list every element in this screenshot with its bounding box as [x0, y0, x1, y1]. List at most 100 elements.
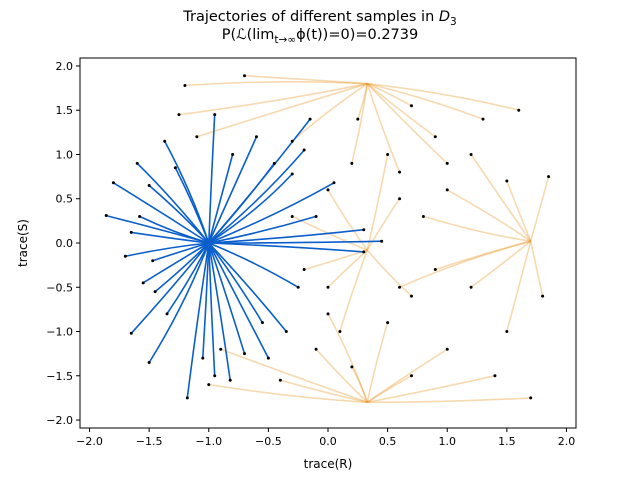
title-formula-value: 0.2739 [367, 27, 419, 43]
trajectory-start-point [213, 374, 217, 378]
trajectory-start-point [326, 285, 330, 289]
trajectory-class0 [131, 231, 209, 244]
trajectory-class0 [208, 242, 270, 359]
trajectory-class0 [174, 167, 210, 244]
trajectory-start-point [201, 356, 205, 360]
chart-title-subscript: 3 [450, 15, 457, 28]
trajectory-start-point [177, 113, 181, 117]
trajectory-start-point [123, 254, 127, 258]
trajectory-class1 [367, 397, 531, 404]
trajectory-start-point [163, 139, 167, 143]
x-axis-label: trace(R) [304, 457, 353, 471]
trajectory-start-point [290, 214, 294, 218]
trajectory-class0 [208, 154, 234, 244]
trajectory-start-point [398, 197, 402, 201]
trajectory-class1 [357, 83, 369, 120]
trajectory-class1 [315, 348, 368, 403]
trajectory-class1 [184, 81, 368, 87]
trajectory-start-point [380, 239, 384, 243]
trajectory-class1 [446, 189, 532, 242]
trajectory-start-point [183, 83, 187, 87]
trajectory-class1 [529, 176, 550, 242]
trajectory-start-point [111, 181, 115, 185]
trajectory-class0 [154, 242, 210, 293]
trajectory-start-point [151, 259, 155, 263]
x-tick-label: −1.5 [136, 435, 163, 448]
trajectory-start-point [302, 148, 306, 152]
trajectory-start-point [505, 330, 509, 334]
y-tick-label: −1.0 [46, 326, 73, 339]
trajectory-start-point [386, 321, 390, 325]
trajectory-class0 [208, 228, 364, 244]
trajectory-class1 [506, 180, 532, 242]
trajectory-class0 [208, 242, 231, 381]
x-tick-label: 1.0 [438, 435, 456, 448]
trajectory-start-point [362, 250, 366, 254]
trajectory-class1 [208, 383, 368, 404]
trajectory-class1 [366, 83, 436, 138]
trajectory-start-point [266, 356, 270, 360]
trajectory-class1 [435, 240, 531, 271]
trajectory-start-point [290, 139, 294, 143]
trajectory-start-point [356, 117, 360, 121]
trajectory-start-point [254, 135, 258, 139]
y-axis: −2.0 −1.5 −1.0 −0.5 0.0 0.5 1.0 1.5 2.0 [46, 60, 80, 427]
trajectory-start-point [302, 268, 306, 272]
x-tick-label: 0.0 [319, 435, 337, 448]
trajectory-start-point [332, 181, 336, 185]
trajectory-class0 [148, 184, 210, 244]
trajectory-start-point [104, 214, 108, 218]
trajectory-start-point [231, 152, 235, 156]
trajectory-class1 [367, 375, 496, 404]
trajectory-class1 [244, 74, 368, 85]
trajectory-class1 [506, 241, 532, 332]
trajectory-start-point [141, 281, 145, 285]
trajectory-start-point [207, 383, 211, 387]
trajectory-start-point [481, 117, 485, 121]
chart-title-line2: P(ℒ(limt→∞ϕ(t))=0)=0.2739 [0, 27, 640, 46]
trajectory-class0 [208, 242, 287, 333]
trajectory-class1 [366, 348, 448, 403]
trajectory-start-point [398, 285, 402, 289]
trajectory-class1 [367, 82, 519, 111]
trajectory-start-point [529, 396, 533, 400]
trajectory-start-point [135, 161, 139, 165]
trajectory-class0 [142, 242, 210, 284]
trajectory-class0 [208, 173, 293, 244]
trajectory-class1 [366, 154, 389, 251]
trajectory-start-point [326, 312, 330, 316]
trajectory-class1 [366, 198, 401, 251]
trajectory-start-point [350, 161, 354, 165]
trajectory-class1 [367, 82, 484, 120]
trajectory-class1 [178, 82, 368, 116]
trajectory-class0 [148, 242, 210, 363]
title-formula-prefix: P(ℒ(lim [221, 27, 275, 43]
trajectory-class1 [351, 83, 369, 164]
y-tick-label: 0.5 [56, 193, 74, 206]
trajectory-class0 [208, 215, 317, 244]
trajectory-start-point [398, 170, 402, 174]
trajectory-class1 [366, 375, 412, 403]
x-axis: −2.0 −1.5 −1.0 −0.5 0.0 0.5 1.0 1.5 2.0 [76, 428, 575, 448]
trajectory-start-point [362, 228, 366, 232]
trajectory-start-point [165, 312, 169, 316]
trajectory-start-point [278, 378, 282, 382]
y-tick-label: 1.5 [56, 104, 74, 117]
trajectory-start-point [409, 374, 413, 378]
y-tick-label: −2.0 [46, 414, 73, 427]
x-tick-label: 2.0 [558, 435, 576, 448]
trajectory-class1 [366, 82, 412, 107]
trajectory-class0 [139, 215, 210, 244]
chart-title-D: D [438, 9, 451, 25]
trajectory-start-point [541, 294, 545, 298]
trajectory-start-point [296, 285, 300, 289]
trajectory-start-point [505, 179, 509, 183]
y-tick-label: 2.0 [56, 60, 74, 73]
y-tick-label: −0.5 [46, 281, 73, 294]
trajectory-start-point [314, 214, 318, 218]
trajectory-start-point [350, 365, 354, 369]
trajectory-class1 [351, 366, 369, 403]
x-tick-label: −1.0 [195, 435, 222, 448]
trajectory-class1 [366, 249, 413, 297]
trajectory-class1 [366, 83, 401, 173]
